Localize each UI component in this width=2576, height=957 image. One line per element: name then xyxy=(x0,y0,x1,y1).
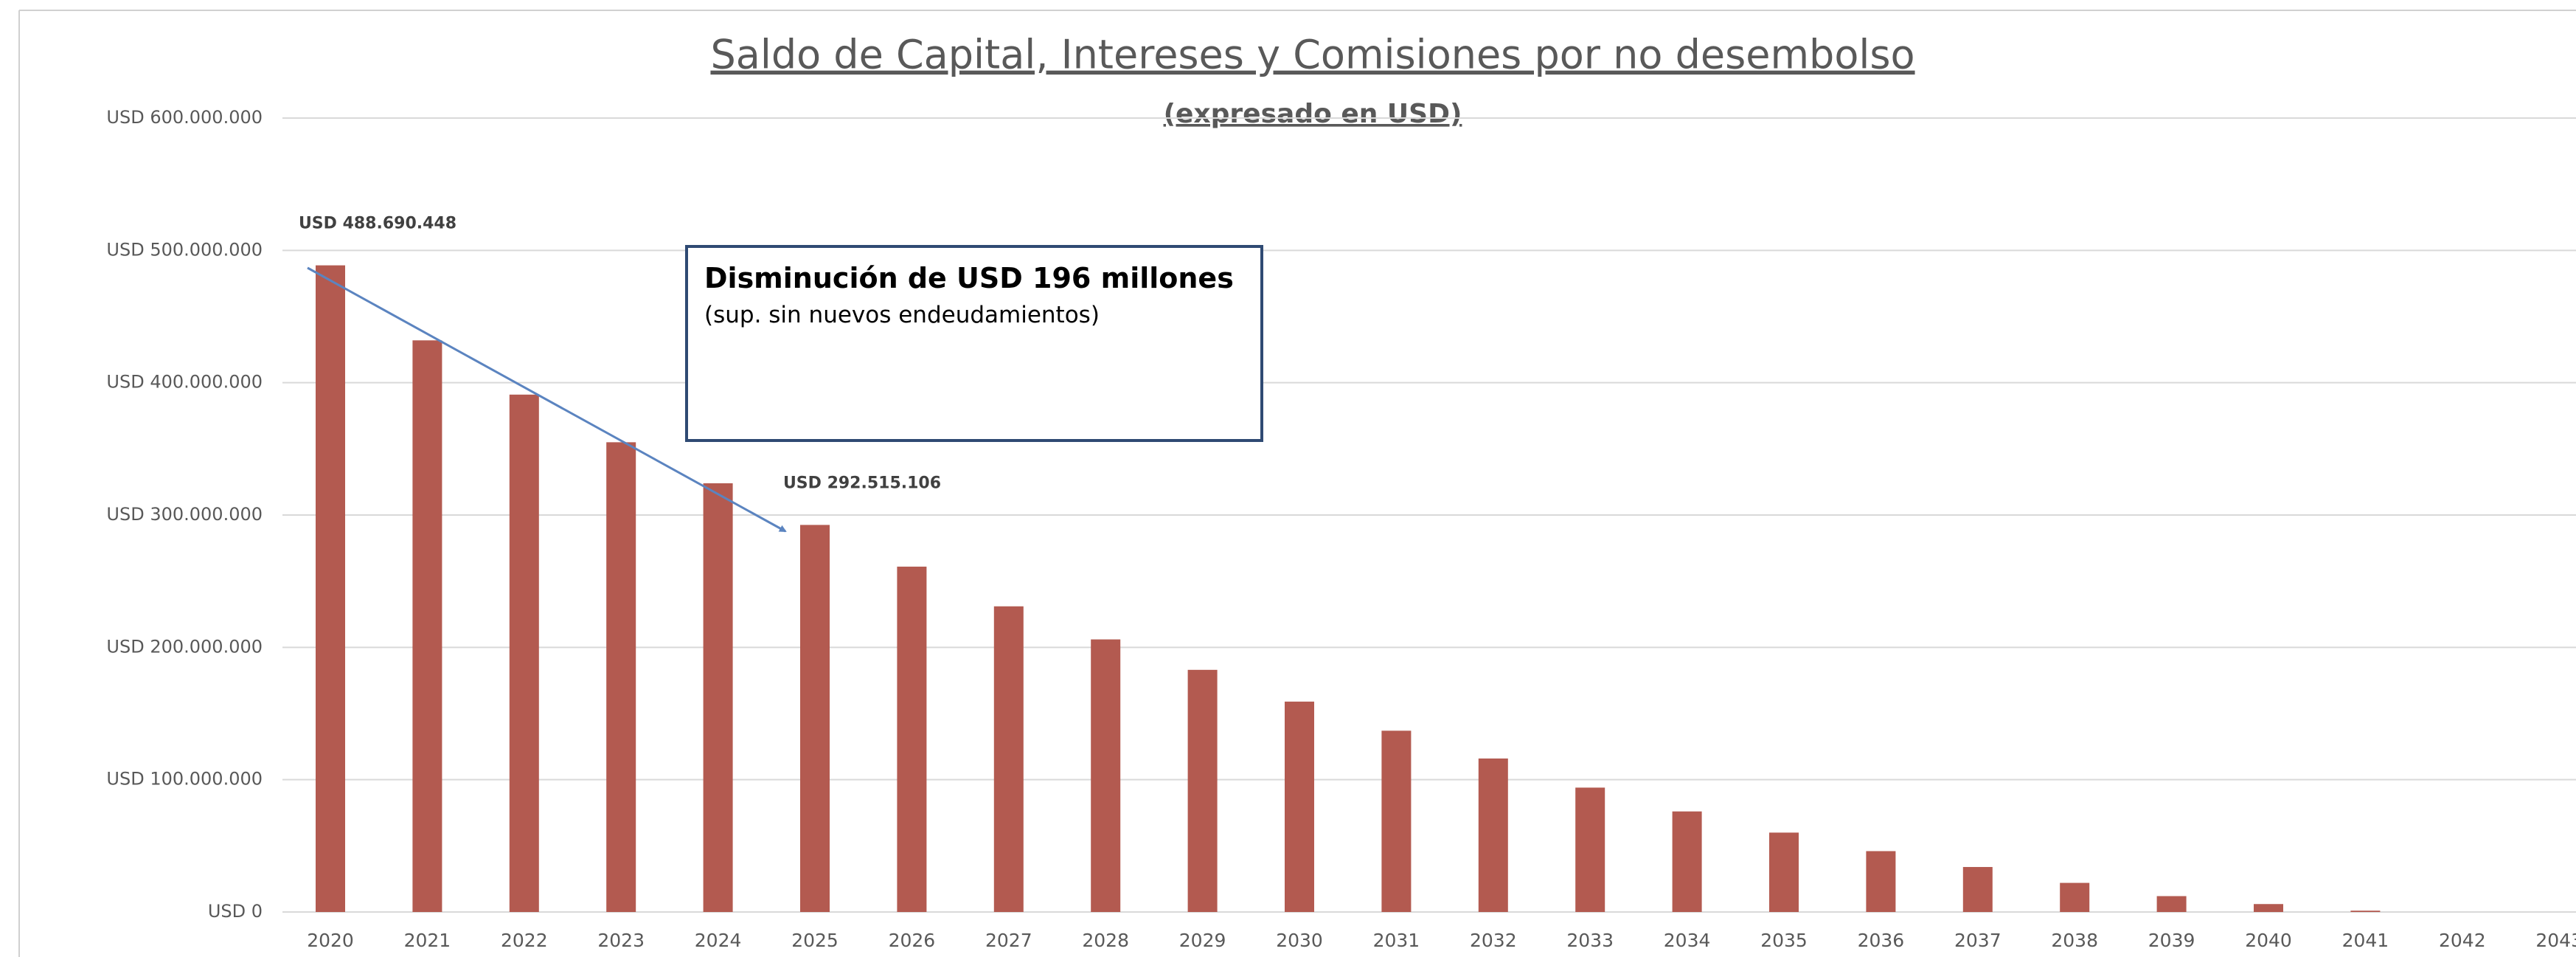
x-tick-label: 2033 xyxy=(1566,930,1614,951)
x-tick-label: 2031 xyxy=(1373,930,1420,951)
bar xyxy=(2350,911,2381,912)
x-tick-label: 2041 xyxy=(2342,930,2389,951)
bar xyxy=(703,483,733,912)
x-tick-label: 2021 xyxy=(404,930,451,951)
chart-title: Saldo de Capital, Intereses y Comisiones… xyxy=(710,32,1914,78)
bar xyxy=(1187,669,1218,912)
x-tick-label: 2030 xyxy=(1276,930,1323,951)
bar xyxy=(2156,896,2187,912)
bar xyxy=(1866,851,1896,912)
y-tick-label: USD 500.000.000 xyxy=(106,239,263,260)
bar xyxy=(412,340,442,912)
bar xyxy=(1962,867,1993,912)
y-tick-label: USD 400.000.000 xyxy=(106,372,263,393)
x-tick-label: 2028 xyxy=(1082,930,1129,951)
x-tick-label: 2032 xyxy=(1470,930,1517,951)
bar xyxy=(800,525,830,912)
x-tick-label: 2042 xyxy=(2439,930,2486,951)
bar xyxy=(1769,832,1799,912)
y-tick-label: USD 0 xyxy=(208,901,263,922)
chart-subtitle: (expresado en USD) xyxy=(1164,99,1462,129)
y-tick-label: USD 200.000.000 xyxy=(106,636,263,657)
bar xyxy=(2254,904,2283,912)
bar xyxy=(2060,882,2090,912)
x-tick-label: 2040 xyxy=(2245,930,2292,951)
x-tick-label: 2020 xyxy=(307,930,354,951)
x-tick-label: 2037 xyxy=(1954,930,2002,951)
annotation-bold: Disminución de USD 196 millones xyxy=(704,262,1234,294)
y-tick-label: USD 300.000.000 xyxy=(106,504,263,525)
x-tick-label: 2035 xyxy=(1760,930,1808,951)
bar xyxy=(993,606,1024,912)
x-tick-label: 2039 xyxy=(2148,930,2195,951)
x-tick-label: 2029 xyxy=(1179,930,1226,951)
x-tick-label: 2036 xyxy=(1858,930,1905,951)
annotation-box: Disminución de USD 196 millones (sup. si… xyxy=(685,245,1263,442)
plot: USD 0 USD 100.000.000 USD 200.000.000 USD 3… xyxy=(106,107,2576,951)
annotation-text: (sup. sin nuevos endeudamientos) xyxy=(704,302,1100,329)
bar xyxy=(1478,758,1508,912)
x-tick-label: 2025 xyxy=(791,930,839,951)
x-tick-label: 2027 xyxy=(985,930,1032,951)
trend-arrow xyxy=(307,266,787,533)
x-tick-label: 2043 xyxy=(2535,930,2576,951)
x-tick-label: 2022 xyxy=(501,930,548,951)
x-tick-label: 2026 xyxy=(889,930,936,951)
bar xyxy=(897,566,927,912)
x-tick-label: 2023 xyxy=(597,930,645,951)
bar xyxy=(1672,811,1702,912)
bar xyxy=(1381,730,1412,912)
value-label: USD 488.690.448 xyxy=(299,215,456,233)
x-tick-label: 2024 xyxy=(695,930,742,951)
bar xyxy=(1575,787,1605,912)
y-tick-label: USD 100.000.000 xyxy=(106,769,263,790)
bar xyxy=(316,265,345,913)
bar xyxy=(606,442,636,912)
x-tick-label: 2034 xyxy=(1664,930,1711,951)
y-tick-label: USD 600.000.000 xyxy=(106,107,263,128)
bar xyxy=(1091,639,1121,912)
bar xyxy=(509,394,539,912)
value-label: USD 292.515.106 xyxy=(783,474,941,492)
bar xyxy=(1285,701,1314,912)
x-tick-label: 2038 xyxy=(2051,930,2098,951)
